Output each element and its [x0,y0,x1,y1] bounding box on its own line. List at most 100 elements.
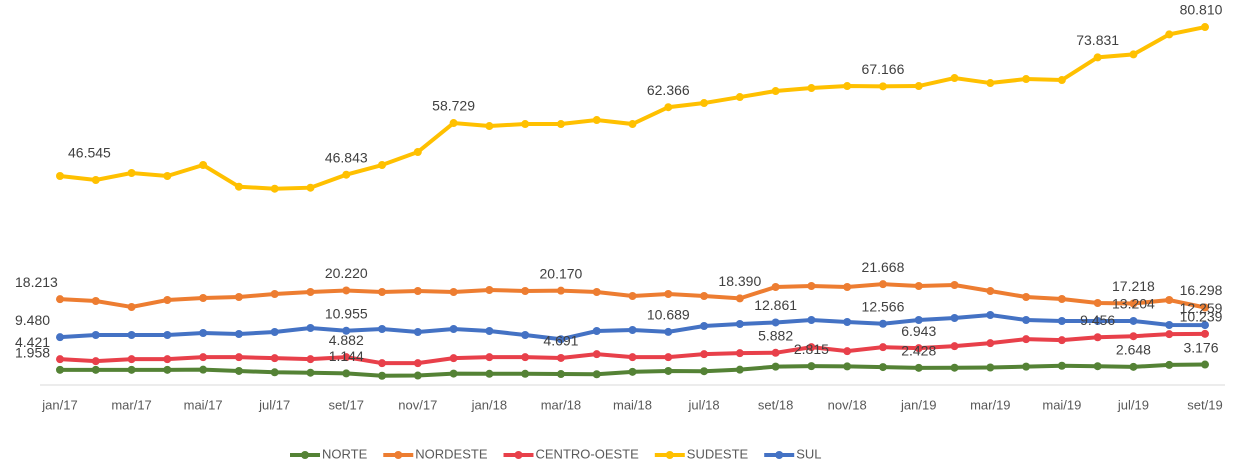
point [127,169,136,177]
data-label: 9.456 [1080,312,1115,328]
point [199,161,208,169]
legend-marker [775,451,784,459]
point [306,355,315,364]
data-label: 12.259 [1180,300,1223,316]
point [378,161,387,169]
point [91,365,100,374]
point [592,350,601,359]
data-label: 67.166 [862,61,905,77]
point [1022,75,1031,84]
data-label: 58.729 [432,98,475,114]
data-label: 80.810 [1180,2,1223,18]
x-tick-label: nov/18 [828,397,867,412]
point [1129,332,1138,341]
data-label: 12.566 [862,298,905,314]
point [1057,317,1066,325]
point [163,355,172,364]
point [306,288,315,296]
data-label: 10.689 [647,307,690,323]
point [986,339,995,348]
data-label: 46.545 [68,145,111,161]
point [91,176,100,184]
legend-label: CENTRO-OESTE [536,446,640,461]
point [1022,335,1031,344]
point [592,370,601,379]
data-label: 10.239 [1180,309,1223,325]
point [771,318,780,327]
point [270,290,279,298]
data-label: 13.204 [1112,296,1155,312]
legend-label: SUDESTE [687,446,749,461]
point [628,326,637,334]
point [878,343,887,352]
point [914,82,923,91]
point [735,93,744,102]
x-tick-label: mai/18 [613,397,652,412]
point [1201,321,1209,330]
point [878,363,887,372]
point [413,359,422,368]
point [485,369,494,378]
point [234,182,243,191]
point [1201,303,1209,312]
data-label: 21.668 [862,259,905,275]
x-tick-label: nov/17 [398,397,437,412]
point [127,355,136,364]
point [163,331,172,339]
data-label: 10.955 [325,305,368,321]
point [485,327,494,335]
point [1165,330,1174,339]
data-label: 73.831 [1076,32,1119,48]
point [521,331,530,339]
point [413,148,422,156]
point [843,318,852,326]
point [521,287,530,295]
x-tick-label: set/18 [758,397,793,412]
point [234,293,243,301]
point [1057,336,1066,345]
point [950,74,959,83]
point [735,349,744,358]
point [199,365,208,374]
point [163,296,172,304]
data-label: 3.176 [1183,339,1218,355]
point [1129,362,1138,371]
point [878,280,887,289]
point [1093,362,1102,371]
point [449,119,458,128]
x-tick-label: jul/18 [688,397,720,412]
point [199,329,208,337]
point [306,368,315,377]
point [270,328,279,336]
point [664,290,673,298]
point [306,324,315,332]
data-label: 62.366 [647,82,690,98]
point [700,292,709,300]
point [914,344,923,353]
point [628,292,637,300]
point [950,363,959,372]
point [1093,317,1102,325]
data-label: 6.943 [901,323,936,339]
point [270,368,279,377]
legend-label: NORDESTE [415,446,488,461]
point [1022,316,1031,324]
legend-label: SUL [796,446,821,461]
point [449,288,458,296]
point [306,183,315,192]
data-label: 1.144 [329,348,364,364]
point [700,99,709,108]
point [485,353,494,362]
point [485,122,494,131]
point [342,369,351,378]
data-label: 20.170 [540,265,583,281]
point [1201,360,1209,369]
point [592,327,601,335]
point [234,353,243,362]
point [342,170,351,179]
point [628,120,637,129]
legend-marker [394,451,403,459]
point [449,354,458,363]
point [1165,360,1174,369]
point [986,79,995,88]
